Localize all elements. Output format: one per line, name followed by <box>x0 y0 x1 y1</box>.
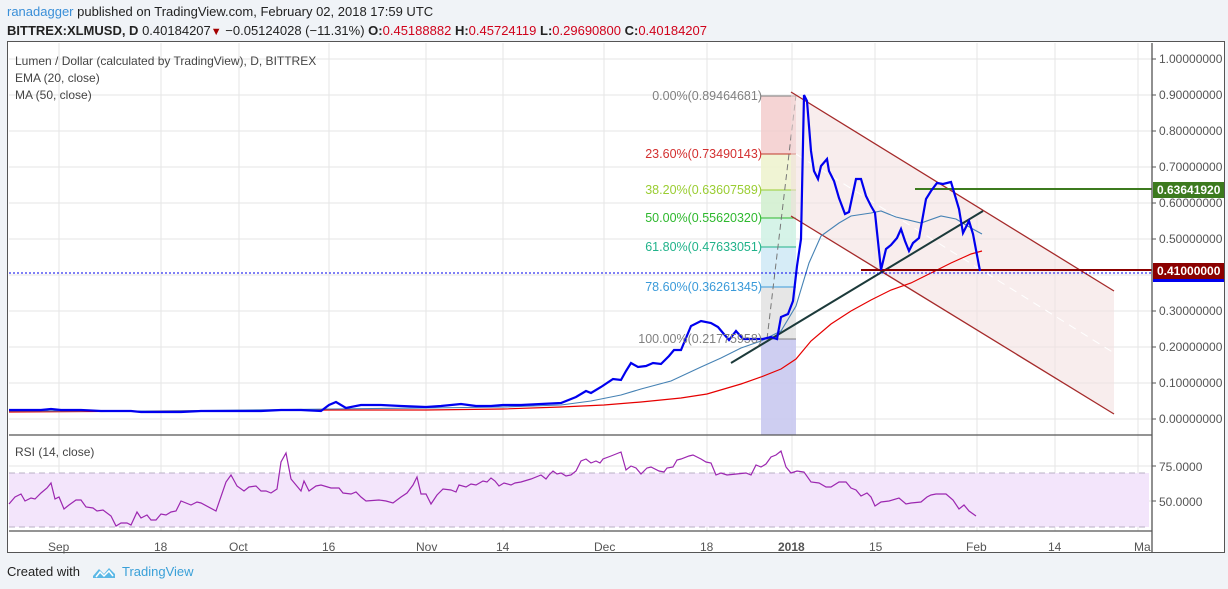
y-tick-label: 1.00000000 <box>1159 52 1223 66</box>
rsi-panel[interactable] <box>8 449 1149 528</box>
chart-canvas[interactable] <box>8 42 1226 554</box>
footer: Created with TradingView <box>7 564 194 579</box>
x-tick-label: Ma <box>1134 540 1151 554</box>
fib-label-382: 38.20%(0.63607589) <box>645 183 762 197</box>
open-value: 0.45188882 <box>382 23 452 38</box>
rsi-line <box>8 449 977 527</box>
x-tick-label: 18 <box>700 540 714 554</box>
low-label: L: <box>540 23 553 38</box>
price-line <box>9 94 982 414</box>
x-tick-label: Feb <box>966 540 987 554</box>
tradingview-logo-icon[interactable] <box>92 565 116 579</box>
fib-label-236: 23.60%(0.73490143) <box>645 147 762 161</box>
fib-label-618: 61.80%(0.47633051) <box>645 240 762 254</box>
fib-label-786: 78.60%(0.36261345) <box>645 280 762 294</box>
descending-channel[interactable] <box>790 91 1115 415</box>
open-label: O: <box>368 23 383 38</box>
x-tick-label: 18 <box>154 540 168 554</box>
close-value: 0.40184207 <box>638 23 707 38</box>
grid <box>9 43 1152 531</box>
x-tick-label: Dec <box>594 540 616 554</box>
x-tick-label: 16 <box>322 540 336 554</box>
x-tick-label: Sep <box>48 540 70 554</box>
high-label: H: <box>454 23 469 38</box>
ma50-line <box>8 250 983 413</box>
y-tick-label: 0.70000000 <box>1159 160 1223 174</box>
ema-legend[interactable]: EMA (20, close) <box>15 71 100 85</box>
y-tick-label: 0.00000000 <box>1159 412 1223 426</box>
fib-label-50: 50.00%(0.55620320) <box>645 211 762 225</box>
ma-legend[interactable]: MA (50, close) <box>15 88 92 102</box>
y-tick-label: 0.30000000 <box>1159 304 1223 318</box>
symbol-name: BITTREX:XLMUSD, D <box>7 23 139 38</box>
chart-title: Lumen / Dollar (calculated by TradingVie… <box>15 54 317 68</box>
y-tick-label: 0.60000000 <box>1159 196 1223 210</box>
x-tick-label: 2018 <box>778 540 805 554</box>
x-tick-label: Oct <box>229 540 248 554</box>
x-tick-label: 14 <box>496 540 510 554</box>
fib-retracement[interactable] <box>761 94 797 435</box>
low-value: 0.29690800 <box>552 23 621 38</box>
x-tick-label: Nov <box>416 540 438 554</box>
chart-frame[interactable]: Lumen / Dollar (calculated by TradingVie… <box>7 41 1226 554</box>
tradingview-link[interactable]: TradingView <box>121 564 194 579</box>
publish-info: ranadagger published on TradingView.com,… <box>7 4 433 19</box>
published-text: published on TradingView.com, February 0… <box>77 4 434 19</box>
y-axis-ticks <box>1152 58 1156 502</box>
rsi-tick-label: 50.0000 <box>1159 495 1203 509</box>
y-tick-label: 0.90000000 <box>1159 88 1223 102</box>
y-tick-label: 0.10000000 <box>1159 376 1223 390</box>
fib-label-0: 0.00%(0.89464681) <box>652 89 762 103</box>
y-tick-label: 0.20000000 <box>1159 340 1223 354</box>
y-tick-label: 0.80000000 <box>1159 124 1223 138</box>
x-tick-label: 15 <box>869 540 883 554</box>
symbol-info: BITTREX:XLMUSD, D 0.40184207▼ −0.0512402… <box>7 23 707 38</box>
support-price-badge: 0.41000000 <box>1153 263 1225 282</box>
rsi-tick-label: 75.0000 <box>1159 460 1203 474</box>
resistance-price-badge: 0.63641920 <box>1153 182 1225 198</box>
last-price: 0.40184207 <box>142 23 211 38</box>
down-triangle-icon: ▼ <box>210 26 222 38</box>
created-with-text: Created with <box>7 564 80 579</box>
author-link[interactable]: ranadagger <box>7 4 74 19</box>
y-tick-label: 0.50000000 <box>1159 232 1223 246</box>
high-value: 0.45724119 <box>468 23 537 38</box>
close-label: C: <box>624 23 639 38</box>
price-change: −0.05124028 (−11.31%) <box>225 23 365 38</box>
x-tick-label: 14 <box>1048 540 1062 554</box>
fib-label-100: 100.00%(0.21775958) <box>638 332 762 346</box>
rsi-legend[interactable]: RSI (14, close) <box>15 445 95 459</box>
